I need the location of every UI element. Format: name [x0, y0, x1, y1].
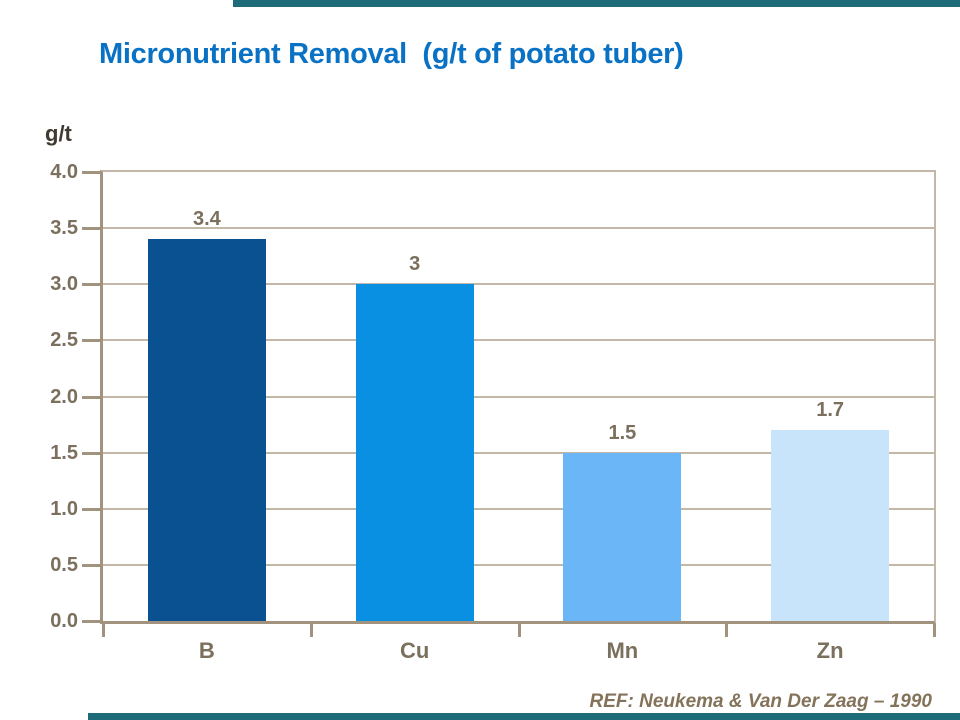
- x-category-label-mn: Mn: [606, 638, 639, 663]
- y-tick-mark: [82, 395, 100, 399]
- y-tick-mark: [82, 507, 100, 511]
- y-tick-mark: [82, 171, 100, 174]
- x-tick-mark: [725, 624, 729, 637]
- y-tick-mark: [82, 339, 100, 343]
- x-category-label-zn: Zn: [816, 638, 844, 663]
- y-tick-label: 0.5: [50, 553, 78, 576]
- gridline: [103, 451, 934, 454]
- bar-cu: [355, 284, 474, 621]
- top-accent-bar: [233, 0, 960, 7]
- gridline: [103, 563, 934, 566]
- gridline: [103, 395, 934, 398]
- x-tick-mark: [933, 624, 936, 637]
- x-category-label-b: B: [198, 638, 215, 663]
- y-tick-label: 1.5: [50, 441, 78, 464]
- x-tick-mark: [102, 624, 105, 637]
- y-tick-label: 3.5: [50, 217, 78, 240]
- y-tick-label: 4.0: [50, 161, 78, 183]
- x-tick-mark: [309, 624, 313, 637]
- gridline: [103, 507, 934, 510]
- y-tick-label: 2.5: [50, 329, 78, 352]
- plot-area: 3.4 3 1.5 1.7: [100, 170, 936, 624]
- y-tick-label: 2.0: [50, 385, 78, 408]
- y-tick-mark: [82, 451, 100, 455]
- gridline: [103, 283, 934, 286]
- y-tick-mark: [82, 283, 100, 287]
- y-tick-label: 3.0: [50, 273, 78, 296]
- bar-value-label-cu: 3: [409, 253, 421, 276]
- slide-title: Micronutrient Removal (g/t of potato tub…: [99, 38, 684, 70]
- bar-value-label-mn: 1.5: [608, 421, 637, 444]
- bar-b: [147, 239, 266, 621]
- reference-text: REF: Neukema & Van Der Zaag – 1990: [589, 691, 933, 712]
- gridline: [103, 339, 934, 342]
- y-tick-label: 0.0: [50, 610, 78, 632]
- y-axis-unit-label: g/t: [45, 121, 72, 146]
- x-category-label-cu: Cu: [399, 638, 430, 663]
- y-tick-mark: [82, 227, 100, 231]
- y-tick-mark: [82, 563, 100, 567]
- gridline: [103, 227, 934, 230]
- bottom-accent-bar: [88, 713, 960, 720]
- y-tick-mark: [82, 620, 100, 623]
- bar-value-label-b: 3.4: [192, 208, 221, 231]
- y-tick-label: 1.0: [50, 497, 78, 520]
- bar-mn: [563, 453, 682, 621]
- bar-value-label-zn: 1.7: [816, 399, 845, 422]
- x-tick-mark: [517, 624, 521, 637]
- bar-zn: [771, 430, 890, 621]
